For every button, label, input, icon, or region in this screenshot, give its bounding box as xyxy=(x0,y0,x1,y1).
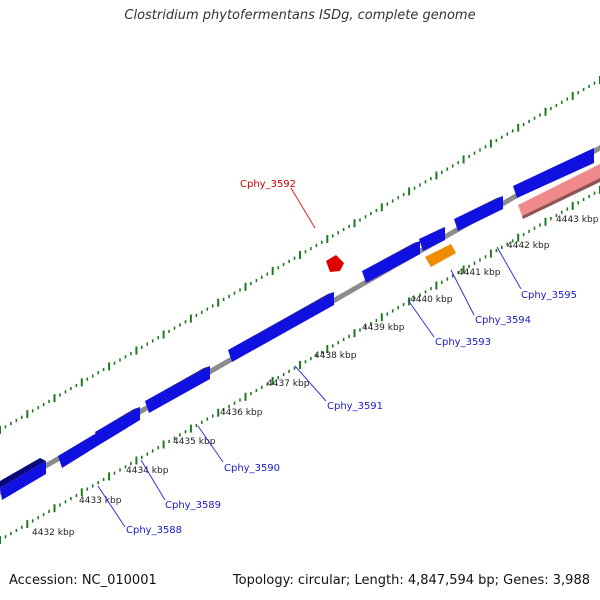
accession-text: Accession: NC_010001 xyxy=(9,573,157,588)
gene-feature-cphy-3595[interactable] xyxy=(454,196,503,231)
gene-label-cphy-3588[interactable]: Cphy_3588 xyxy=(126,525,182,536)
inner-tick-ring xyxy=(0,186,600,544)
gene-feature-cphy-3594[interactable] xyxy=(425,244,456,267)
gene-label-cphy-3595[interactable]: Cphy_3595 xyxy=(521,290,577,301)
gene-label-cphy-3590[interactable]: Cphy_3590 xyxy=(224,463,280,474)
kbp-label: 4441 kbp xyxy=(458,268,501,278)
gene-label-cphy-3593[interactable]: Cphy_3593 xyxy=(435,337,491,348)
kbp-label: 4435 kbp xyxy=(173,437,216,447)
gene-feature-cphy-3590[interactable] xyxy=(145,366,210,413)
gene-feature-cphy-3591[interactable] xyxy=(228,292,334,362)
leader-line xyxy=(294,365,327,402)
kbp-label: 4439 kbp xyxy=(362,323,405,333)
gene-label-cphy-3591[interactable]: Cphy_3591 xyxy=(327,401,383,412)
kbp-scale-labels: 4432 kbp 4433 kbp 4434 kbp 4435 kbp 4436… xyxy=(32,215,599,538)
gene-feature-cphy-3593[interactable] xyxy=(362,241,420,283)
gene-label-cphy-3589[interactable]: Cphy_3589 xyxy=(165,500,221,511)
kbp-label: 4437 kbp xyxy=(267,379,310,389)
leader-line xyxy=(407,299,435,338)
genome-summary-text: Topology: circular; Length: 4,847,594 bp… xyxy=(232,573,590,588)
gene-feature-pink[interactable] xyxy=(518,164,600,219)
kbp-label: 4432 kbp xyxy=(32,528,75,538)
leader-line xyxy=(290,187,316,229)
gene-features xyxy=(0,148,600,500)
genome-title: Clostridium phytofermentans ISDg, comple… xyxy=(124,8,476,23)
kbp-label: 4438 kbp xyxy=(314,351,357,361)
gene-label-cphy-3594[interactable]: Cphy_3594 xyxy=(475,315,531,326)
gene-feature-cphy-3588[interactable] xyxy=(0,458,46,500)
gene-label-cphy-3592[interactable]: Cphy_3592 xyxy=(240,179,296,190)
outer-tick-ring xyxy=(0,76,600,434)
leader-line xyxy=(450,269,475,316)
kbp-label: 4442 kbp xyxy=(507,241,550,251)
gene-labels: Cphy_3588 Cphy_3589 Cphy_3590 Cphy_3591 … xyxy=(97,179,577,536)
gene-feature-edge xyxy=(522,178,600,219)
gene-feature-cphy-3592[interactable] xyxy=(326,255,344,272)
kbp-label: 4433 kbp xyxy=(79,496,122,506)
leader-line xyxy=(496,246,522,290)
gene-feature-cphy-3594-blue[interactable] xyxy=(419,227,445,251)
leader-line xyxy=(197,425,224,463)
gene-feature-cphy-3589[interactable] xyxy=(58,432,99,468)
leader-line xyxy=(97,485,126,528)
leader-line xyxy=(140,459,166,501)
kbp-label: 4440 kbp xyxy=(410,295,453,305)
gene-feature-right-edge[interactable] xyxy=(513,148,594,198)
kbp-label: 4436 kbp xyxy=(220,408,263,418)
kbp-label: 4443 kbp xyxy=(556,215,599,225)
gene-feature-cphy-3589b[interactable] xyxy=(95,407,140,445)
